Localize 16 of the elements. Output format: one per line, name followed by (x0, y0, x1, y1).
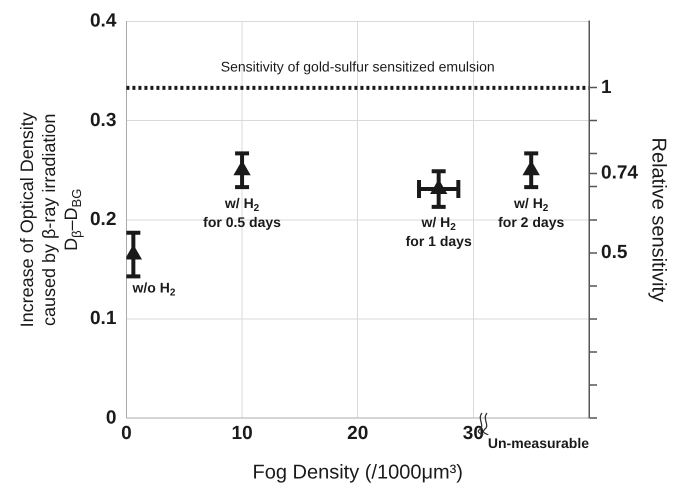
y-tick-label: 0.2 (90, 209, 116, 230)
y2-tick-label: 0.74 (601, 162, 638, 184)
y-tick-label: 0.4 (90, 10, 117, 32)
y2-axis-title: Relative sensitivity (647, 138, 670, 302)
y2-tick-label: 1 (601, 76, 612, 98)
x-tick-label: 20 (347, 422, 368, 444)
ref-line-label: Sensitivity of gold-sulfur sensitized emulsion (220, 58, 495, 75)
x-tick-label: 30 (462, 422, 484, 444)
y2-tick-label: 0.5 (601, 242, 628, 264)
y-tick-label: 0.1 (90, 308, 117, 330)
x-tick-label: 10 (231, 422, 253, 444)
x-tick-label: 0 (121, 422, 132, 444)
x-axis-title: Fog Density (/1000μm³) (252, 462, 463, 484)
text: Un-measurable (488, 435, 590, 452)
y-tick-label: 0 (106, 407, 116, 428)
y-tick-label: 0.3 (90, 110, 116, 131)
